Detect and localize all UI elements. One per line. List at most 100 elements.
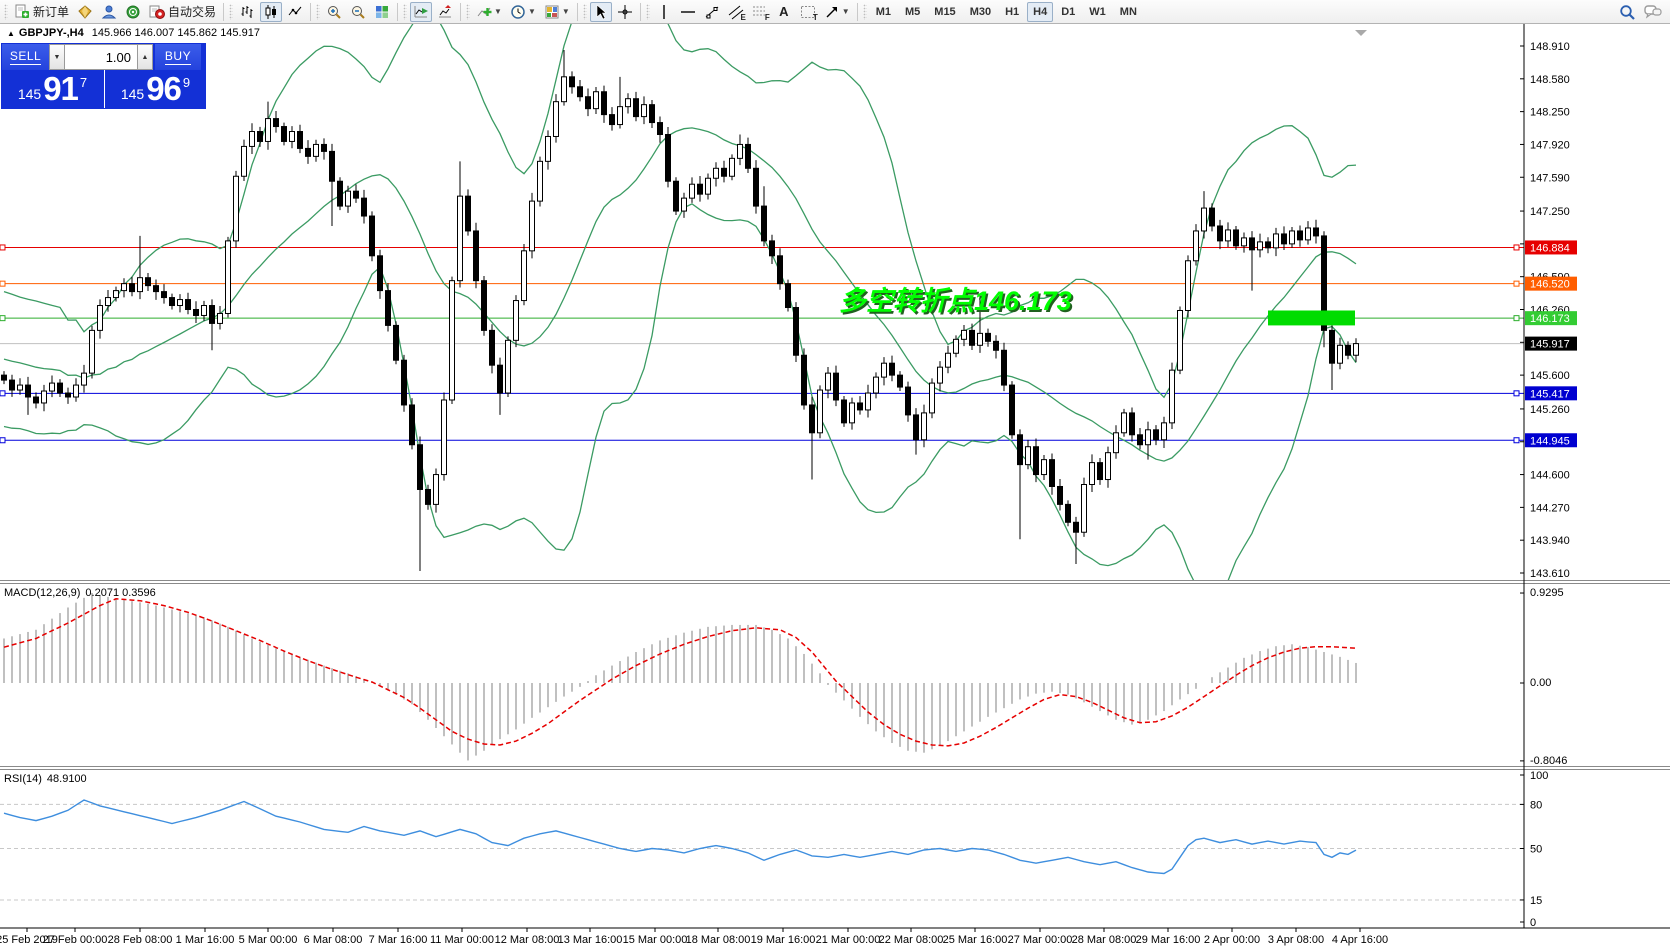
bear-candle bbox=[721, 167, 727, 177]
fibonacci-button[interactable]: F bbox=[749, 2, 771, 22]
text-label-button[interactable]: T bbox=[797, 2, 819, 22]
timeframe-m5-button[interactable]: M5 bbox=[899, 2, 926, 22]
time-tick-label: 11 Mar 00:00 bbox=[430, 934, 494, 946]
toolbar-grip-handle[interactable] bbox=[862, 3, 867, 20]
timeframe-m30-button[interactable]: M30 bbox=[964, 2, 997, 22]
periods-button[interactable]: ▼ bbox=[507, 2, 539, 22]
equidistant-channel-button[interactable]: E bbox=[725, 2, 747, 22]
price-axis[interactable]: 148.910 148.580 148.250 147.920 147.590 147.2… bbox=[1520, 24, 1577, 929]
bull-candle bbox=[1225, 229, 1231, 242]
bull-candle bbox=[625, 98, 631, 108]
highlight-rectangle-object[interactable] bbox=[1268, 310, 1355, 326]
toolbar-grip-handle[interactable] bbox=[645, 3, 650, 20]
line-handle[interactable] bbox=[1513, 280, 1520, 287]
timeframe-w1-button[interactable]: W1 bbox=[1083, 2, 1112, 22]
autotrade-icon bbox=[149, 4, 166, 20]
horizontal-line-button[interactable] bbox=[677, 2, 699, 22]
candlestick-chart-button[interactable] bbox=[260, 1, 283, 22]
toolbar-grip-handle[interactable] bbox=[466, 3, 471, 20]
bull-candle bbox=[81, 372, 87, 386]
price-tick-label: 145.260 bbox=[1530, 404, 1570, 416]
arrows-button[interactable]: ▼ bbox=[821, 2, 853, 22]
timeframe-m15-button-label: M15 bbox=[934, 5, 956, 18]
text-button[interactable]: A bbox=[773, 2, 795, 22]
line-handle[interactable] bbox=[1513, 390, 1520, 397]
line-handle[interactable] bbox=[0, 437, 6, 444]
bear-candle bbox=[425, 488, 431, 505]
sell-price-display[interactable]: 145 91 7 bbox=[2, 70, 103, 108]
new-order-button[interactable]: 新订单 bbox=[11, 2, 72, 22]
pane-separator[interactable] bbox=[0, 580, 1670, 581]
timeframe-h1-button[interactable]: H1 bbox=[999, 2, 1025, 22]
main-chart-plot-area[interactable] bbox=[0, 24, 1524, 580]
bear-candle bbox=[649, 104, 655, 124]
dropdown-arrow-icon[interactable]: ▼ bbox=[494, 7, 502, 16]
toolbar-grip-handle[interactable] bbox=[4, 3, 8, 20]
toolbar-grip-handle[interactable] bbox=[316, 3, 321, 20]
sell-button[interactable]: SELL bbox=[2, 44, 49, 70]
volume-increase-button[interactable]: ▲ bbox=[137, 44, 153, 70]
pane-separator[interactable] bbox=[0, 583, 1670, 584]
bear-candle bbox=[785, 283, 791, 309]
trendline-button[interactable] bbox=[701, 2, 723, 22]
bull-candle bbox=[265, 118, 271, 142]
dropdown-arrow-icon[interactable]: ▼ bbox=[561, 7, 570, 16]
line-handle[interactable] bbox=[1513, 437, 1520, 444]
vertical-line-button[interactable] bbox=[653, 2, 675, 22]
templates-button[interactable]: ▼ bbox=[541, 2, 573, 22]
toolbar-grip-handle[interactable] bbox=[229, 3, 234, 20]
data-window-button[interactable] bbox=[98, 2, 120, 22]
bear-candle bbox=[833, 372, 839, 401]
chart-shift-button[interactable] bbox=[434, 2, 456, 22]
macd-plot-area[interactable] bbox=[0, 584, 1524, 766]
collapse-one-click-icon[interactable]: ▲ bbox=[7, 29, 15, 38]
bear-candle bbox=[905, 386, 911, 416]
cursor-button[interactable] bbox=[589, 1, 612, 22]
text-tool-letter: A bbox=[779, 4, 789, 19]
bull-candle bbox=[73, 384, 79, 398]
timeframe-m1-button[interactable]: M1 bbox=[870, 2, 897, 22]
dropdown-arrow-icon[interactable]: ▼ bbox=[527, 7, 536, 16]
timeframe-mn-button[interactable]: MN bbox=[1114, 2, 1143, 22]
crosshair-button[interactable] bbox=[614, 2, 636, 22]
chat-button[interactable] bbox=[1641, 2, 1665, 22]
zoom-in-button[interactable] bbox=[323, 2, 345, 22]
bull-candle bbox=[617, 106, 623, 126]
toolbar-grip-handle[interactable] bbox=[403, 3, 408, 20]
line-handle[interactable] bbox=[0, 315, 6, 322]
collapse-marker-icon[interactable] bbox=[1355, 30, 1367, 36]
tile-windows-button[interactable] bbox=[371, 2, 393, 22]
signals-button[interactable] bbox=[122, 2, 144, 22]
volume-decrease-button[interactable]: ▼ bbox=[49, 44, 65, 70]
timeframe-h4-button[interactable]: H4 bbox=[1027, 1, 1054, 22]
line-handle[interactable] bbox=[0, 280, 6, 287]
bear-candle bbox=[297, 131, 303, 149]
market-watch-button[interactable] bbox=[74, 2, 96, 22]
search-button[interactable] bbox=[1616, 2, 1639, 22]
price-tick-label: 143.940 bbox=[1530, 535, 1570, 547]
pane-separator[interactable] bbox=[0, 769, 1670, 770]
zoom-out-button[interactable] bbox=[347, 2, 369, 22]
autotrading-button[interactable]: 自动交易 bbox=[146, 2, 219, 22]
timeframe-d1-button[interactable]: D1 bbox=[1055, 2, 1081, 22]
bear-candle bbox=[809, 404, 815, 434]
line-handle[interactable] bbox=[1513, 244, 1520, 251]
line-handle[interactable] bbox=[0, 390, 6, 397]
timeframe-m15-button[interactable]: M15 bbox=[928, 2, 961, 22]
indicators-button[interactable]: ▼ bbox=[473, 2, 505, 22]
buy-price-display[interactable]: 145 96 9 bbox=[104, 70, 206, 108]
buy-button[interactable]: BUY bbox=[155, 44, 201, 70]
auto-scroll-button[interactable] bbox=[410, 1, 433, 22]
dropdown-arrow-icon[interactable]: ▼ bbox=[841, 7, 850, 16]
line-chart-button[interactable] bbox=[284, 2, 306, 22]
bull-candle bbox=[817, 389, 823, 434]
line-handle[interactable] bbox=[1513, 315, 1520, 322]
pane-separator[interactable] bbox=[0, 766, 1670, 767]
bull-candle bbox=[1201, 207, 1207, 232]
toolbar-grip-handle[interactable] bbox=[582, 3, 587, 20]
line-handle[interactable] bbox=[0, 244, 6, 251]
bar-chart-button[interactable] bbox=[236, 2, 258, 22]
volume-input[interactable] bbox=[65, 44, 137, 70]
